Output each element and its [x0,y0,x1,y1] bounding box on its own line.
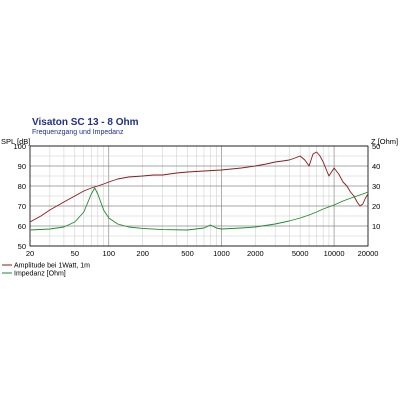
y-right-tick-label: 20 [372,202,380,211]
x-tick-label: 20 [26,249,34,258]
series-line-1 [29,151,369,223]
x-tick-label: 1000 [213,249,230,258]
y-left-tick-label: 90 [18,162,26,171]
plot-frame [29,145,369,247]
y-axis-right-label: Z [Ohm] [371,137,398,146]
y-left-tick-label: 50 [18,242,26,251]
y-right-tick-label: 40 [372,162,380,171]
chart-subtitle: Frequenzgang und Impedanz [32,129,124,136]
axes: 20 50 100 200 500 1000 2000 5000 10000 2000050607… [13,142,380,258]
chart-title: Visaton SC 13 - 8 Ohm [32,117,139,128]
y-left-tick-label: 70 [18,202,26,211]
y-axis-left-label: SPL [dB] [1,137,30,146]
x-tick-label: 50 [71,249,79,258]
grid [29,145,369,247]
legend-label-1: Amplitude bei 1Watt, 1m [14,263,90,270]
y-right-tick-label: 30 [372,182,380,191]
y-right-tick-label: 10 [372,222,380,231]
x-tick-label: 5000 [292,249,309,258]
x-tick-label: 2000 [247,249,264,258]
series-line-2 [29,187,369,231]
y-left-tick-label: 80 [18,182,26,191]
y-left-tick-label: 60 [18,222,26,231]
x-tick-label: 20000 [358,249,379,258]
x-tick-label: 500 [181,249,194,258]
y-left-tick-label: 100 [13,142,26,151]
x-tick-label: 200 [136,249,149,258]
x-tick-label: 10000 [324,249,345,258]
x-tick-label: 100 [102,249,115,258]
y-right-tick-label: 50 [372,142,380,151]
legend-label-2: Impedanz [Ohm] [14,271,66,278]
series-lines [29,151,369,231]
